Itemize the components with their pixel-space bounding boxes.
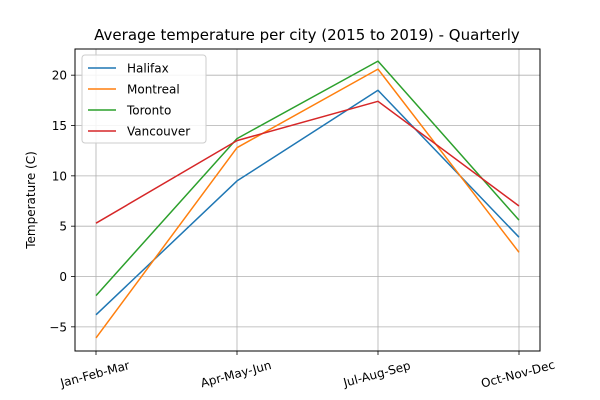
- y-tick-label: 10: [52, 169, 67, 183]
- legend-label: Vancouver: [127, 125, 190, 139]
- y-tick-label: 0: [59, 270, 67, 284]
- plot-area-frame: [74, 48, 541, 352]
- series-line-halifax: [95, 89, 520, 316]
- series-line-montreal: [95, 68, 520, 339]
- legend-label: Halifax: [127, 62, 169, 76]
- series-line-vancouver: [95, 100, 520, 224]
- y-axis-label: Temperature (C): [24, 151, 38, 250]
- chart-title: Average temperature per city (2015 to 20…: [94, 26, 520, 44]
- y-tick-label: 15: [52, 119, 67, 133]
- y-tick-label: −5: [49, 320, 67, 334]
- legend-label: Montreal: [127, 83, 180, 97]
- y-axis-ticks: −5 0 5 10 15 20: [49, 69, 75, 334]
- y-tick-label: 5: [59, 220, 67, 234]
- series-lines: [95, 60, 520, 339]
- y-tick-label: 20: [52, 69, 67, 83]
- legend-box: [81, 54, 207, 144]
- legend-label: Toronto: [126, 104, 171, 118]
- grid-lines: [75, 49, 540, 351]
- legend: Halifax Montreal Toronto Vancouver: [81, 54, 207, 144]
- series-line-toronto: [95, 60, 520, 297]
